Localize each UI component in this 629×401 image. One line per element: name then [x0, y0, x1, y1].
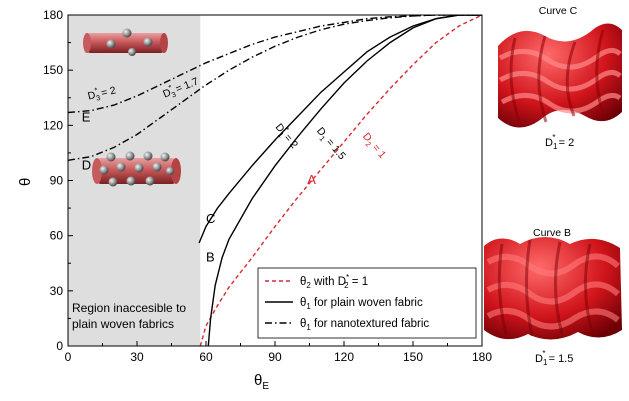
curve-d [68, 15, 482, 161]
side-panel-curve-b: Curve B D1* = 1.5 [484, 227, 622, 367]
legend-entry-2: θ1 for plain woven fabric [300, 297, 423, 311]
fiber-sparse-illustration [83, 28, 168, 56]
y-axis-ticks: 0 30 60 90 120 150 180 [43, 8, 73, 353]
x-axis-label-main: θ [254, 372, 262, 389]
region-label-line1: Region inaccesible to [72, 301, 186, 315]
curve-a [199, 15, 482, 346]
legend-box [257, 267, 477, 339]
x-tick-label: 30 [130, 350, 144, 364]
x-tick-label: 150 [403, 350, 423, 364]
y-tick-label: 150 [43, 63, 63, 77]
curve-letter-e: E [82, 110, 91, 125]
side-panel-curve-c: Curve C D1* = 2 [498, 5, 622, 151]
curve-letter-d: D [82, 157, 91, 172]
x-axis-label: θE [254, 372, 269, 392]
y-tick-label: 60 [50, 229, 64, 243]
legend-entry-3: θ1 for nanotextured fabric [300, 318, 429, 332]
panel-c-label: D1* = 2 [545, 133, 574, 151]
x-axis-ticks: 0 30 60 90 120 150 180 [65, 341, 492, 364]
curve-c [198, 15, 482, 244]
y-axis-label: θ [17, 178, 34, 186]
panel-b-label: D1* = 1.5 [535, 349, 573, 367]
y-tick-label: 180 [43, 8, 63, 22]
legend: θ2 with D* 2 = 1 θ1 for plain woven fabric… [257, 267, 477, 339]
panel-b-title: Curve B [533, 227, 571, 239]
x-tick-label: 60 [199, 350, 213, 364]
curve-letters: A B C D E [82, 110, 316, 265]
y-tick-label: 30 [50, 284, 64, 298]
curve-e [68, 15, 482, 114]
curve-annotation-1: D3* = 2 [86, 81, 118, 104]
legend-entry-1: θ2 with D* 2 = 1 [300, 273, 368, 290]
x-tick-label: 180 [472, 350, 492, 364]
y-tick-label: 90 [50, 174, 64, 188]
curve-b [207, 15, 482, 346]
y-tick-label: 0 [56, 339, 63, 353]
curve-letter-c: C [206, 211, 215, 226]
x-tick-label: 90 [268, 350, 282, 364]
region-label-line2: plain woven fabrics [72, 317, 174, 331]
x-axis-label-sub: E [262, 381, 269, 392]
fiber-dense-illustration [92, 151, 181, 187]
curve-letter-b: B [206, 249, 215, 264]
x-tick-label: 0 [65, 350, 72, 364]
curves-group [68, 15, 482, 346]
curve-annotation-5: D2 = 1 [359, 131, 389, 163]
y-tick-label: 120 [43, 118, 63, 132]
fabric-render-c [498, 23, 622, 128]
curve-letter-a: A [307, 172, 316, 187]
x-tick-label: 120 [334, 350, 354, 364]
panel-c-title: Curve C [539, 5, 578, 17]
fabric-render-b [484, 237, 622, 340]
